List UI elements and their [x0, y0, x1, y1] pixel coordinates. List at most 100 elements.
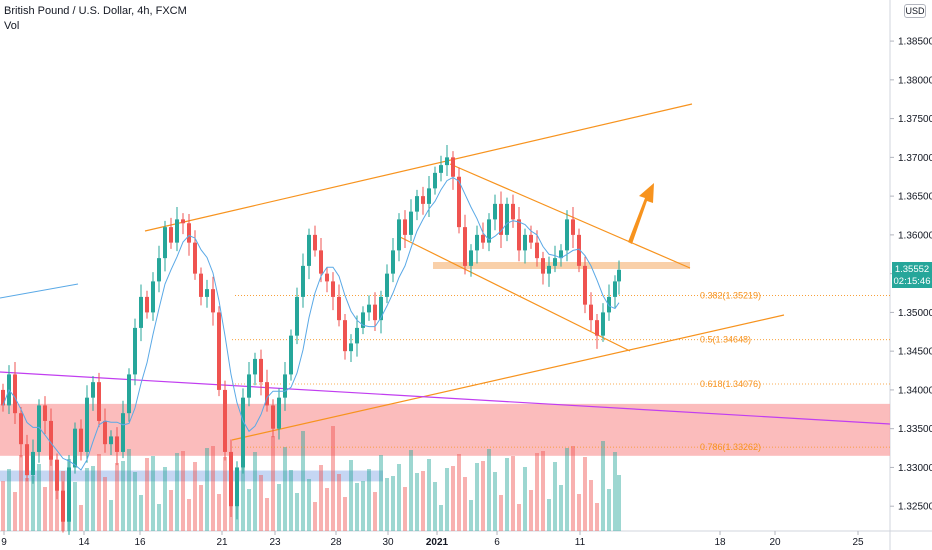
- candle-body: [379, 296, 383, 321]
- candle-body: [175, 219, 179, 243]
- projection-arrow-icon: [628, 183, 654, 244]
- candle-body: [493, 203, 497, 220]
- volume-bar: [487, 449, 491, 531]
- time-tick-label: 6: [494, 537, 500, 548]
- volume-bar: [355, 483, 359, 531]
- fib-level-label: 0.786(1.33262): [700, 442, 761, 452]
- time-tick-label: 18: [714, 537, 726, 548]
- falling-channel-bottom: [399, 236, 631, 352]
- candle-body: [241, 397, 245, 468]
- candle-body: [601, 312, 605, 336]
- candle-body: [607, 296, 611, 313]
- candle-body: [475, 234, 479, 251]
- candle-body: [283, 374, 287, 398]
- candle-body: [409, 211, 413, 235]
- candle-body: [133, 327, 137, 375]
- candle-body: [127, 374, 131, 414]
- volume-bar: [31, 476, 35, 531]
- time-tick-label: 11: [575, 537, 586, 548]
- volume-bar: [37, 464, 41, 531]
- candle-body: [457, 176, 461, 228]
- price-tick-label: 1.37000: [898, 153, 932, 164]
- volume-bar: [55, 473, 59, 531]
- volume-bar: [445, 468, 449, 531]
- candle-body: [145, 296, 149, 313]
- candle-body: [289, 335, 293, 375]
- candle-body: [397, 219, 401, 251]
- volume-bar: [583, 457, 587, 531]
- volume-bar: [469, 500, 473, 531]
- volume-bar: [151, 456, 155, 531]
- candle-body: [337, 296, 341, 321]
- candle-body: [73, 428, 77, 468]
- volume-bar: [511, 456, 515, 531]
- volume-bar: [301, 431, 305, 531]
- fib-level-label: 0.5(1.34648): [700, 335, 751, 345]
- volume-bar: [307, 479, 311, 531]
- candle-body: [589, 304, 593, 321]
- candle-body: [571, 219, 575, 235]
- time-tick-label: 16: [134, 537, 146, 548]
- volume-bar: [385, 478, 389, 531]
- fib-level-label: 0.618(1.34076): [700, 379, 761, 389]
- volume-bar: [127, 449, 131, 531]
- candle-body: [391, 250, 395, 274]
- price-tick-label: 1.34000: [898, 385, 932, 396]
- candle-body: [403, 219, 407, 235]
- candle-body: [43, 405, 47, 421]
- candle-body: [187, 223, 191, 243]
- volume-bar: [403, 487, 407, 531]
- volume-bar: [97, 454, 101, 531]
- candle-body: [193, 242, 197, 274]
- volume-bar: [613, 452, 617, 531]
- candle-body: [211, 289, 215, 313]
- candle-body: [79, 428, 83, 452]
- candle-body: [109, 436, 113, 445]
- volume-bar: [595, 503, 599, 531]
- volume-bar: [175, 453, 179, 531]
- lower-channel-line: [231, 314, 785, 441]
- volume-bar: [199, 485, 203, 531]
- volume-bar: [241, 441, 245, 531]
- volume-bar: [73, 482, 77, 531]
- candle-body: [49, 420, 53, 460]
- volume-bar: [457, 454, 461, 531]
- volume-indicator-label[interactable]: Vol: [4, 20, 20, 32]
- candle-body: [523, 234, 527, 251]
- time-tick-label: 30: [382, 537, 394, 548]
- candle-body: [169, 227, 173, 243]
- volume-bar: [379, 455, 383, 531]
- candle-body: [25, 444, 29, 476]
- volume-bar: [259, 475, 263, 531]
- volume-bar: [205, 448, 209, 531]
- volume-bar: [277, 484, 281, 531]
- volume-bar: [79, 505, 83, 531]
- candle-body: [19, 413, 23, 445]
- time-tick-label: 9: [1, 537, 7, 548]
- volume-bar: [319, 465, 323, 531]
- candle-body: [205, 289, 209, 297]
- candle-body: [229, 451, 233, 507]
- volume-bar: [373, 492, 377, 531]
- time-tick-label: 23: [269, 537, 281, 548]
- volume-bar: [601, 441, 605, 531]
- candle-body: [199, 273, 203, 297]
- volume-bar: [91, 466, 95, 531]
- candle-body: [271, 405, 275, 429]
- volume-bar: [505, 458, 509, 531]
- volume-bar: [133, 472, 137, 531]
- candle-body: [103, 420, 107, 445]
- volume-bar: [617, 475, 621, 531]
- volume-bar: [499, 495, 503, 531]
- currency-badge[interactable]: USD: [904, 4, 926, 18]
- volume-bar: [325, 488, 329, 531]
- candle-body: [139, 296, 143, 328]
- time-axis[interactable]: 9 14 16 21 23 28 30 2021 6 11 18 20 25: [1, 531, 864, 548]
- volume-bar: [109, 500, 113, 531]
- time-tick-label: 20: [769, 537, 781, 548]
- candle-body: [439, 165, 443, 173]
- price-tick-label: 1.36000: [898, 230, 932, 241]
- volume-bar: [607, 489, 611, 531]
- volume-bar: [313, 502, 317, 531]
